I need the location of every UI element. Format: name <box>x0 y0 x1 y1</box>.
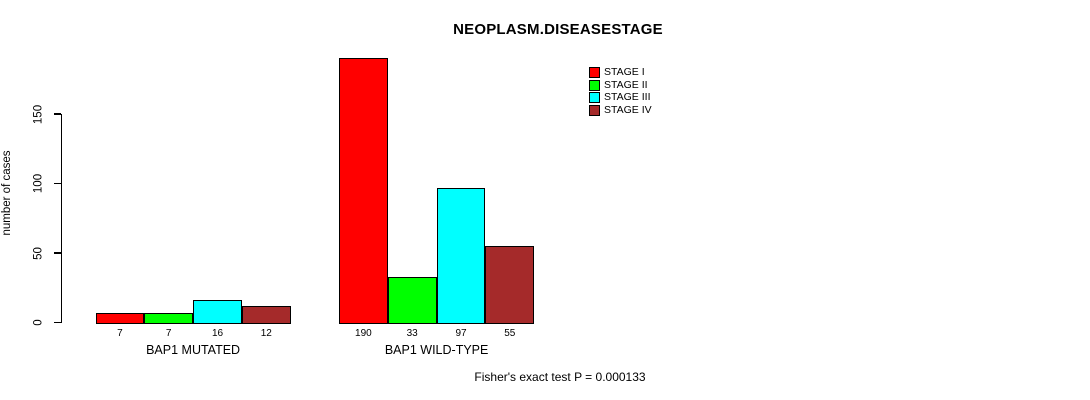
y-tick-mark <box>54 182 61 185</box>
legend-swatch-icon <box>589 104 600 116</box>
legend-item: STAGE II <box>589 79 652 92</box>
y-tick-label: 150 <box>32 104 45 124</box>
y-tick-label: 100 <box>32 173 45 194</box>
legend-item: STAGE IV <box>589 104 652 117</box>
legend-swatch-icon <box>589 92 600 104</box>
y-axis-line <box>61 114 63 323</box>
group-label: BAP1 WILD-TYPE <box>384 343 489 357</box>
y-tick-mark <box>54 321 61 324</box>
y-tick-mark <box>54 113 61 115</box>
bar-value-label: 97 <box>455 328 467 339</box>
bar-stage-iii <box>436 187 486 324</box>
chart-title: NEOPLASM.DISEASESTAGE <box>453 21 663 38</box>
legend-swatch-icon <box>589 66 600 78</box>
statistical-test-annotation: Fisher's exact test P = 0.000133 <box>474 370 646 384</box>
legend-swatch-icon <box>589 79 600 91</box>
legend-label: STAGE IV <box>604 103 652 116</box>
bar-stage-iii <box>193 300 242 324</box>
y-tick-mark <box>54 252 61 254</box>
bar-stage-i <box>339 58 388 324</box>
bar-value-label: 33 <box>406 328 418 339</box>
bar-value-label: 12 <box>260 328 272 339</box>
bar-stage-iv <box>485 246 535 324</box>
y-axis-label: number of cases <box>1 150 13 236</box>
bar-value-label: 7 <box>117 328 123 339</box>
bar-value-label: 55 <box>504 328 516 339</box>
legend: STAGE I STAGE II STAGE III STAGE IV <box>589 66 652 117</box>
bar-value-label: 190 <box>355 328 372 339</box>
bar-stage-iv <box>241 305 291 324</box>
bar-stage-ii <box>387 276 437 324</box>
legend-label: STAGE III <box>604 91 651 104</box>
y-tick-label: 50 <box>32 246 45 260</box>
legend-item: STAGE III <box>589 91 652 104</box>
bar-stage-i <box>95 312 145 324</box>
group-label: BAP1 MUTATED <box>146 343 241 357</box>
y-tick-label: 0 <box>32 319 45 326</box>
legend-label: STAGE I <box>604 65 645 78</box>
bar-stage-ii <box>144 312 194 324</box>
legend-item: STAGE I <box>589 66 652 79</box>
bar-value-label: 16 <box>211 328 224 339</box>
legend-label: STAGE II <box>604 78 648 91</box>
bar-value-label: 7 <box>165 328 172 339</box>
